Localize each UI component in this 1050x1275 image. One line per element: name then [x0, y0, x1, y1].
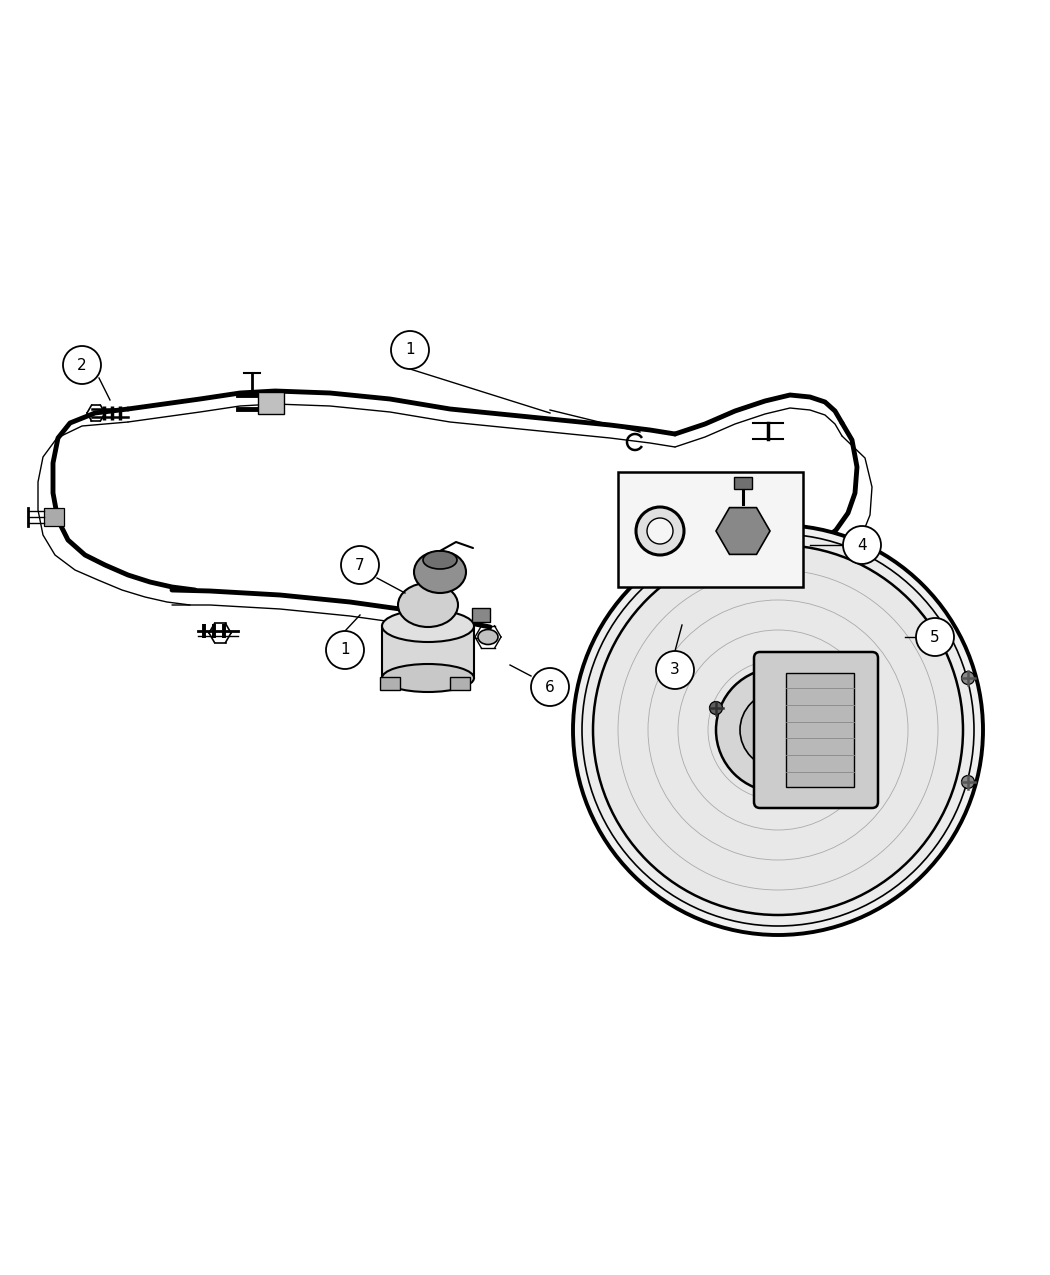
Circle shape [843, 527, 881, 564]
Text: 5: 5 [930, 630, 940, 644]
Text: 1: 1 [340, 643, 350, 658]
Bar [786, 673, 854, 787]
Circle shape [647, 518, 673, 544]
Circle shape [740, 692, 816, 768]
Circle shape [962, 775, 974, 788]
Bar [450, 677, 470, 690]
Text: 3: 3 [670, 663, 680, 677]
FancyBboxPatch shape [754, 652, 878, 808]
Bar [380, 677, 400, 690]
Circle shape [63, 346, 101, 384]
Circle shape [636, 507, 684, 555]
Ellipse shape [414, 551, 466, 593]
Ellipse shape [398, 583, 458, 627]
Bar [734, 477, 752, 490]
Text: 7: 7 [355, 557, 364, 572]
Circle shape [531, 668, 569, 706]
Circle shape [573, 525, 983, 935]
Circle shape [593, 544, 963, 915]
Bar [258, 391, 284, 414]
Text: 1: 1 [405, 343, 415, 357]
Circle shape [656, 652, 694, 688]
Circle shape [391, 332, 429, 368]
Circle shape [710, 701, 722, 714]
Bar [382, 626, 474, 678]
Text: 6: 6 [545, 680, 554, 695]
Circle shape [326, 631, 364, 669]
Ellipse shape [382, 609, 474, 643]
Text: 2: 2 [78, 357, 87, 372]
Circle shape [582, 534, 974, 926]
Ellipse shape [382, 664, 474, 692]
Circle shape [916, 618, 954, 657]
Bar [472, 608, 490, 622]
Text: 4: 4 [857, 538, 867, 552]
Circle shape [962, 672, 974, 685]
Circle shape [716, 668, 840, 792]
Ellipse shape [478, 630, 498, 644]
Bar [44, 507, 64, 527]
Bar [618, 472, 803, 586]
Circle shape [341, 546, 379, 584]
Ellipse shape [423, 551, 457, 569]
